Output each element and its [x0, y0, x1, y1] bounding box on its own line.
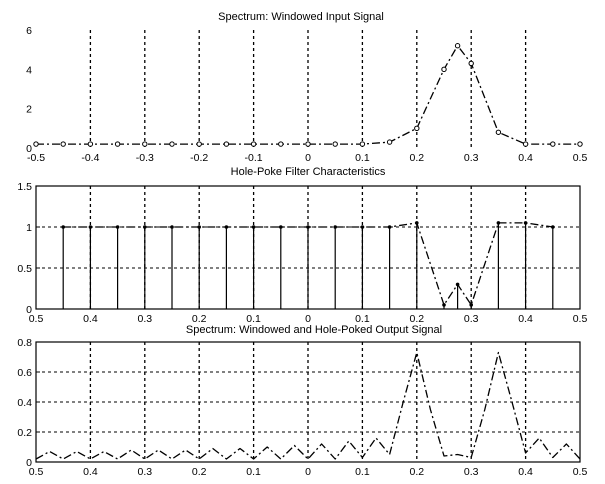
data-point [142, 141, 148, 147]
data-point [360, 225, 365, 229]
x-tick-label: 0.3 [137, 313, 152, 325]
data-point [522, 141, 529, 147]
y-tick-label: 0 [26, 304, 32, 316]
x-tick-label: 0 [305, 152, 311, 164]
x-tick-label: -0.4 [81, 152, 99, 164]
x-tick-label: 0.5 [573, 313, 588, 325]
x-tick-label: 0.5 [573, 466, 588, 478]
x-tick-label: -0.5 [27, 152, 45, 164]
data-point [197, 225, 201, 229]
y-tick-label: 2 [26, 104, 32, 116]
y-tick-label: 0 [26, 143, 32, 155]
data-point [251, 225, 256, 229]
chart-title: Spectrum: Windowed and Hole-Poked Output… [186, 324, 442, 336]
x-tick-label: 0.5 [573, 152, 588, 164]
data-point [386, 139, 393, 145]
y-tick-label: 0 [26, 457, 32, 469]
y-tick-label: 0.5 [17, 263, 32, 275]
x-tick-label: 0.1 [246, 466, 261, 478]
x-tick-label: 0.2 [409, 466, 424, 478]
x-tick-label: 0.5 [29, 313, 44, 325]
x-tick-label: 0.2 [192, 466, 207, 478]
x-tick-label: 0.2 [409, 313, 424, 325]
y-tick-label: 4 [26, 64, 32, 76]
data-point [496, 221, 501, 225]
data-point [359, 141, 366, 147]
x-tick-label: 0.1 [246, 313, 261, 325]
data-point [468, 60, 474, 67]
data-point [169, 141, 175, 147]
x-tick-label: 0.2 [192, 313, 207, 325]
data-point [60, 141, 66, 147]
x-tick-label: 0.3 [464, 313, 479, 325]
data-point [33, 141, 39, 147]
x-tick-label: 0.3 [464, 466, 479, 478]
data-point [114, 141, 121, 147]
data-point [455, 282, 460, 287]
x-tick-label: -0.3 [136, 152, 154, 164]
data-point [387, 225, 392, 229]
data-point [415, 221, 419, 225]
x-tick-label: 0.4 [518, 152, 533, 164]
data-point [196, 141, 202, 147]
x-tick-label: 0.1 [355, 313, 370, 325]
y-tick-label: 0.8 [17, 337, 32, 349]
y-tick-label: 0.2 [17, 427, 32, 439]
x-tick-label: 0.3 [464, 152, 479, 164]
data-point [223, 141, 230, 147]
panel-hole-poke-filter: Hole-Poke Filter Characteristics 0.5 0.4 0… [17, 166, 587, 325]
x-tick-label: 0.1 [355, 466, 370, 478]
x-tick-label: 0.4 [83, 313, 98, 325]
x-tick-label: 0.1 [355, 152, 370, 164]
data-point [441, 66, 447, 73]
panel-hole-poked-output-spectrum: Spectrum: Windowed and Hole-Poked Output… [17, 324, 587, 478]
data-point [115, 225, 120, 229]
y-tick-label: 0.4 [17, 397, 32, 409]
data-point [250, 141, 257, 147]
y-tick-label: 1 [26, 222, 32, 234]
data-point [87, 141, 94, 147]
data-point [495, 129, 502, 135]
x-tick-label: 0 [305, 313, 311, 325]
x-tick-label: 0.4 [518, 313, 533, 325]
data-point [61, 225, 65, 229]
chart-title: Hole-Poke Filter Characteristics [231, 166, 386, 178]
series-line [63, 222, 553, 306]
series-line [35, 351, 581, 460]
data-point [306, 225, 310, 229]
data-point [224, 225, 229, 229]
data-point [88, 225, 93, 229]
data-point [454, 43, 461, 49]
data-point [332, 141, 338, 147]
data-point [279, 225, 283, 229]
x-tick-label: 0 [305, 466, 311, 478]
x-tick-label: 0.4 [83, 466, 98, 478]
y-tick-label: 0.6 [17, 367, 32, 379]
series-line [36, 45, 580, 145]
data-point [170, 225, 174, 229]
panel-windowed-input-spectrum: Spectrum: Windowed Input Signal -0.5 -0.4… [26, 11, 587, 164]
data-point [469, 303, 474, 307]
x-tick-label: 0.3 [137, 466, 152, 478]
x-tick-label: -0.1 [245, 152, 263, 164]
y-tick-label: 6 [26, 25, 32, 37]
data-point [143, 225, 147, 229]
data-point [523, 221, 528, 225]
chart-title: Spectrum: Windowed Input Signal [218, 11, 384, 23]
data-point [333, 225, 338, 229]
y-tick-label: 1.5 [17, 181, 32, 193]
data-point [278, 141, 284, 147]
data-point [442, 303, 446, 307]
data-point [550, 141, 556, 147]
x-tick-label: 0.5 [29, 466, 44, 478]
data-point [414, 125, 420, 132]
x-tick-label: -0.2 [190, 152, 208, 164]
x-tick-label: 0.2 [409, 152, 424, 164]
data-point [577, 141, 583, 147]
x-tick-label: 0.4 [518, 466, 533, 478]
data-point [305, 141, 311, 147]
data-point [551, 225, 555, 229]
